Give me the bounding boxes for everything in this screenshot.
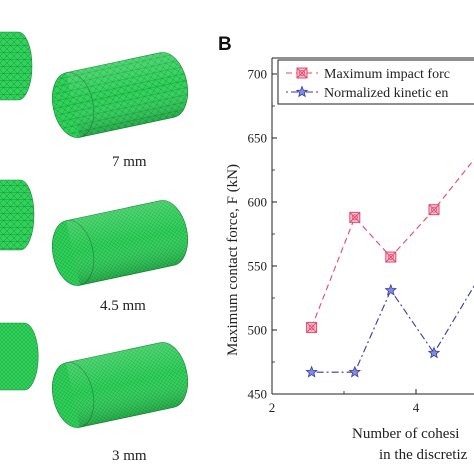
data-point-series-1 (428, 204, 440, 216)
cylinder-partial-3 (0, 322, 39, 391)
legend-marker-1 (296, 67, 308, 79)
data-point-series-2 (384, 283, 398, 296)
cylinder-partial-2 (0, 179, 35, 251)
legend-box (277, 59, 474, 105)
series-line-1 (311, 158, 474, 328)
cylinder-partial-1 (0, 31, 33, 101)
x-axis-label-line1: Number of cohesi (352, 426, 459, 442)
data-point-series-2 (348, 365, 362, 378)
data-point-series-1 (306, 321, 318, 333)
mesh-caption-3mm: 3 mm (112, 448, 147, 464)
y-tick-label: 500 (248, 323, 268, 338)
y-tick-label: 600 (248, 195, 268, 210)
data-point-series-2 (427, 346, 441, 359)
mesh-panel: 7 mm 4.5 mm 3 mm (0, 31, 189, 464)
legend-marker-2 (295, 85, 309, 98)
data-point-series-2 (305, 365, 318, 378)
y-tick-label: 550 (248, 259, 268, 274)
plot-area: 450 500 550 600 650 700 2 4 Maximum impact forc N… (248, 57, 474, 415)
panel-label-b: B (218, 34, 232, 55)
series-line-2 (311, 284, 474, 373)
y-tick-label: 700 (248, 67, 268, 82)
x-axis-label-line2: in the discretiz (379, 447, 468, 463)
y-tick-label: 650 (248, 131, 268, 146)
cylinder-4-5mm (51, 200, 189, 286)
data-point-series-1 (385, 251, 397, 263)
y-tick-label: 450 (248, 387, 268, 402)
legend-label-2: Normalized kinetic en (324, 86, 448, 101)
mesh-caption-4-5mm: 4.5 mm (100, 298, 146, 314)
mesh-caption-7mm: 7 mm (112, 154, 147, 170)
chart-panel: B Maximum contact force, F (kN) 450 500 55… (218, 34, 474, 463)
x-tick-label: 4 (413, 400, 420, 415)
data-point-series-1 (349, 211, 361, 223)
cylinder-7mm (51, 52, 189, 138)
y-axis-label: Maximum contact force, F (kN) (225, 164, 241, 356)
x-tick-label: 2 (269, 400, 276, 415)
legend-label-1: Maximum impact forc (324, 67, 450, 82)
cylinder-3mm (51, 342, 189, 428)
